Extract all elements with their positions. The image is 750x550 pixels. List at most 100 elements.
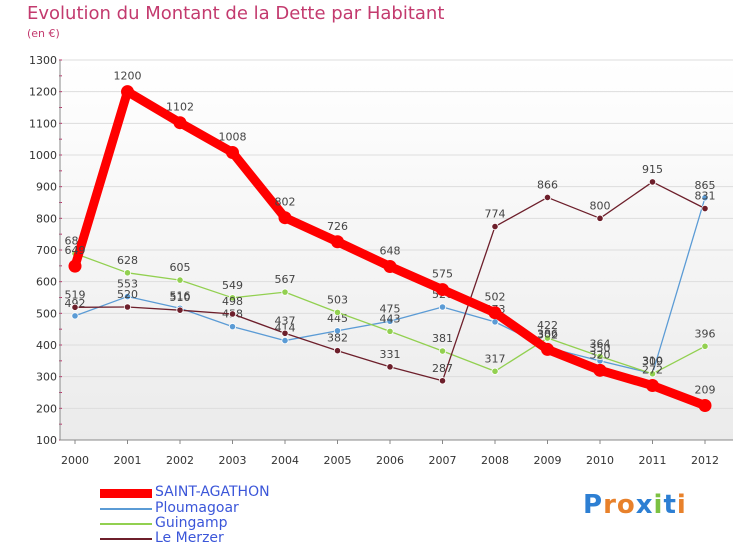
data-point (491, 222, 499, 231)
legend-label: SAINT-AGATHON (155, 484, 270, 500)
data-label: 866 (537, 178, 558, 191)
proxiti-logo: Proxiti (583, 490, 687, 520)
x-tick-label: 2002 (166, 454, 194, 467)
data-label: 386 (537, 327, 558, 340)
data-point (68, 259, 82, 273)
data-point (698, 398, 712, 412)
data-label: 381 (432, 332, 453, 345)
data-label: 605 (170, 261, 191, 274)
logo-letter: r (603, 490, 617, 520)
y-tick-label: 300 (36, 371, 57, 384)
data-label: 520 (117, 288, 138, 301)
logo-letter: i (676, 490, 687, 520)
data-label: 331 (380, 348, 401, 361)
data-label: 800 (590, 199, 611, 212)
data-label: 437 (275, 314, 296, 327)
data-label: 350 (590, 342, 611, 355)
data-point (123, 303, 132, 311)
logo-letter: P (583, 490, 604, 520)
data-label: 309 (642, 355, 663, 368)
data-label: 915 (642, 163, 663, 176)
data-point (543, 193, 552, 202)
data-point (386, 363, 394, 371)
data-label: 209 (695, 383, 716, 396)
data-point (436, 283, 449, 297)
data-point (386, 317, 394, 325)
data-point (383, 259, 397, 273)
data-label: 865 (695, 179, 716, 192)
data-label: 287 (432, 362, 453, 375)
logo-letter: x (635, 490, 654, 520)
y-tick-label: 600 (36, 276, 57, 289)
legend-label: Guingamp (155, 515, 228, 531)
data-point (701, 342, 709, 350)
data-point (333, 308, 342, 316)
x-tick-label: 2012 (691, 454, 719, 467)
chart-unit: (en €) (27, 27, 60, 40)
data-point (123, 292, 132, 301)
data-point (386, 327, 394, 335)
data-label: 726 (327, 220, 348, 233)
data-label: 272 (642, 364, 663, 377)
y-tick-label: 1100 (29, 117, 57, 130)
x-tick-label: 2008 (481, 454, 509, 467)
legend-swatch (100, 523, 152, 525)
data-point (648, 370, 657, 378)
data-point (648, 178, 657, 186)
y-tick-label: 500 (36, 307, 57, 320)
data-point (593, 363, 607, 377)
y-tick-label: 100 (36, 434, 57, 447)
data-point (281, 336, 289, 345)
logo-text: Proxiti (583, 490, 687, 520)
data-label: 396 (695, 327, 716, 340)
data-label: 628 (117, 254, 138, 267)
data-label: 422 (537, 319, 558, 332)
y-tick-label: 900 (36, 181, 57, 194)
data-label: 320 (590, 348, 611, 361)
data-label: 1102 (166, 101, 194, 114)
data-point (278, 211, 292, 225)
data-label: 310 (642, 355, 663, 368)
y-tick-label: 1000 (29, 149, 57, 162)
data-point (438, 377, 447, 385)
logo-letter: i (653, 490, 664, 520)
data-label: 831 (695, 190, 716, 203)
data-label: 567 (275, 273, 296, 286)
data-point (228, 310, 237, 318)
legend-swatch (100, 538, 152, 540)
data-label: 519 (65, 288, 86, 301)
x-tick-label: 2009 (534, 454, 562, 467)
data-label: 648 (380, 244, 401, 257)
data-label: 317 (485, 352, 506, 365)
data-point (701, 194, 709, 202)
data-label: 445 (327, 312, 348, 325)
legend-label: Le Merzer (155, 530, 224, 546)
x-tick-label: 2006 (376, 454, 404, 467)
logo-letter: o (616, 490, 636, 520)
data-point (173, 116, 187, 130)
data-label: 498 (222, 295, 243, 308)
data-label: 649 (65, 244, 86, 257)
legend-swatch (100, 508, 152, 510)
data-label: 492 (65, 297, 86, 310)
data-label: 364 (590, 337, 611, 350)
data-label: 575 (432, 268, 453, 281)
data-point (333, 327, 342, 335)
legend-label: Ploumagoar (155, 500, 239, 516)
data-point (71, 312, 79, 320)
x-tick-label: 2010 (586, 454, 614, 467)
data-label: 382 (327, 332, 348, 345)
data-point (541, 342, 554, 356)
data-label: 549 (222, 279, 243, 292)
data-point (596, 352, 604, 360)
data-point (123, 269, 132, 277)
data-point (331, 235, 344, 249)
logo-letter: t (663, 490, 677, 520)
data-point (333, 347, 342, 355)
data-point (228, 294, 237, 302)
y-tick-label: 800 (36, 212, 57, 225)
data-point (281, 329, 289, 337)
x-tick-label: 2003 (219, 454, 247, 467)
